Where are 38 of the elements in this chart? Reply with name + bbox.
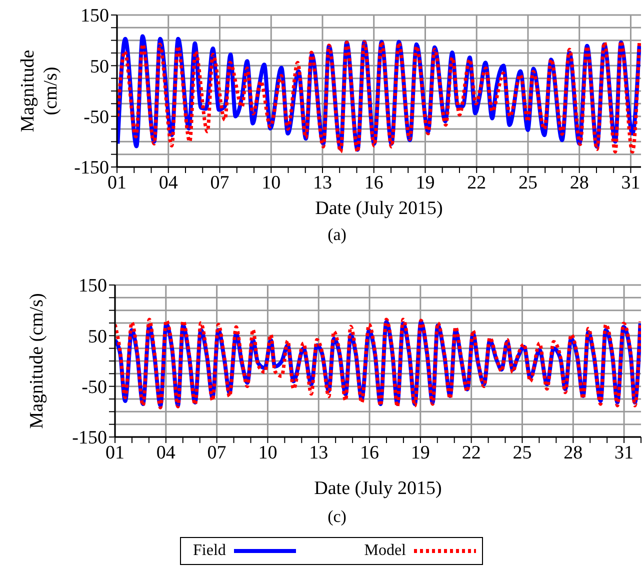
- x-tick-label: 28: [570, 172, 589, 194]
- x-tick-label: 22: [462, 442, 481, 464]
- x-tick-label: 07: [210, 172, 230, 194]
- x-tick-label: 19: [410, 442, 430, 464]
- y-tick-label: 150: [78, 276, 107, 297]
- x-tick-label: 16: [360, 442, 380, 464]
- x-tick-label: 13: [309, 442, 328, 464]
- x-tick-label: 16: [364, 172, 384, 194]
- y-tick-label: -50: [84, 107, 109, 128]
- x-tick-label: 04: [156, 442, 176, 464]
- y-tick-label: -50: [82, 377, 107, 398]
- y-tick-label: -150: [74, 158, 109, 179]
- x-tick-label: 28: [564, 442, 583, 464]
- y-axis-title: Magnitude (cm/s): [26, 293, 48, 429]
- y-axis-title: Magnitude (cm/s): [18, 50, 62, 132]
- y-tick-label: 50: [90, 56, 109, 78]
- legend-label: Model: [364, 542, 406, 560]
- x-tick-label: 07: [207, 442, 226, 464]
- x-tick-label: 10: [258, 442, 278, 464]
- x-tick-label: 04: [158, 172, 178, 194]
- x-tick-label: 31: [621, 172, 640, 194]
- x-tick-label: 19: [416, 172, 435, 194]
- y-tick-label: 150: [80, 6, 109, 27]
- x-tick-label: 01: [106, 442, 124, 464]
- x-tick-label: 10: [262, 172, 281, 194]
- x-tick-label: 25: [518, 172, 538, 194]
- x-axis-title: Date (July 2015): [315, 198, 443, 219]
- text: (a): [326, 225, 348, 245]
- x-tick-label: 01: [108, 172, 126, 194]
- x-axis-title: Date (July 2015): [314, 478, 442, 499]
- y-tick-label: 50: [88, 326, 107, 348]
- x-tick-label: 22: [467, 172, 486, 194]
- x-tick-label: 31: [614, 442, 634, 464]
- text: (c): [326, 507, 348, 527]
- legend-label: Field: [193, 542, 226, 560]
- y-tick-label: -150: [72, 428, 107, 449]
- x-tick-label: 25: [512, 442, 532, 464]
- x-tick-label: 13: [312, 172, 332, 194]
